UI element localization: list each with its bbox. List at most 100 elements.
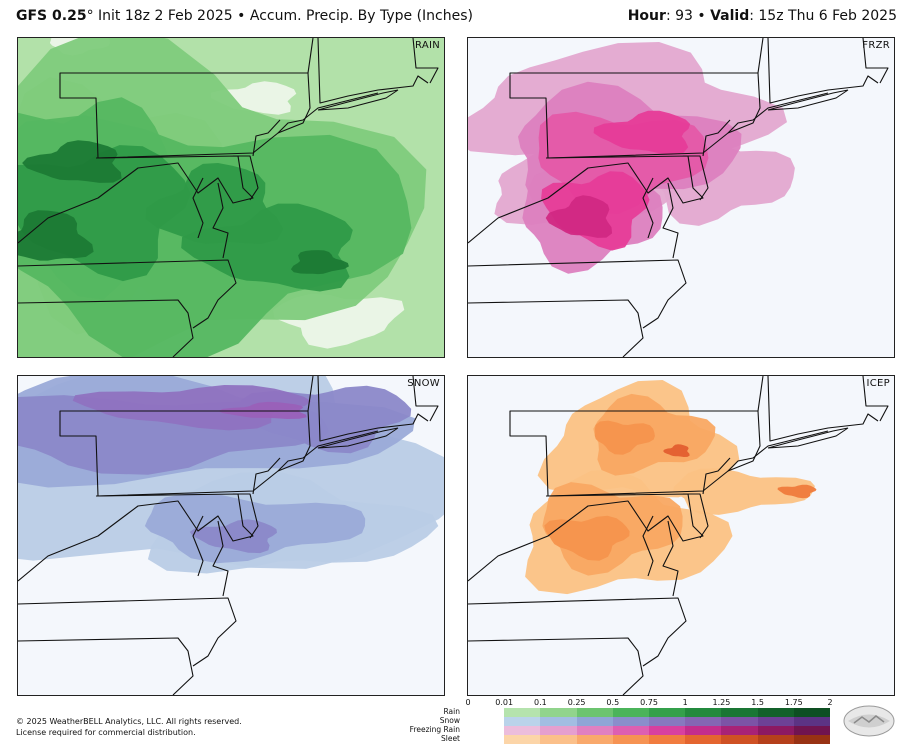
legend-swatch: [649, 717, 686, 726]
state-border: [192, 177, 204, 239]
state-border: [662, 182, 679, 259]
precip-contour: [545, 195, 613, 238]
legend-swatch: [540, 708, 577, 717]
legend-tick: 0.5: [606, 698, 620, 707]
legend-swatch: [504, 735, 541, 744]
state-border: [18, 493, 254, 582]
snow-panel: SNOW: [17, 375, 445, 696]
precip-contour: [544, 515, 630, 561]
precip-contour: [145, 163, 284, 244]
state-border: [252, 119, 281, 157]
legend-swatch: [540, 735, 577, 744]
state-border: [702, 457, 731, 495]
legend-color-row: [504, 726, 831, 735]
legend-swatch: [721, 735, 758, 744]
state-border: [702, 119, 731, 157]
precip-contour: [189, 519, 277, 554]
precip-contour: [18, 210, 94, 261]
precip-contour: [594, 420, 655, 455]
state-border: [757, 38, 764, 74]
legend-swatch: [685, 735, 722, 744]
copyright-line: © 2025 WeatherBELL Analytics, LLC. All r…: [16, 717, 242, 726]
state-border: [59, 72, 311, 159]
legend-tick: 1.75: [784, 698, 803, 707]
legend-tick: 0.75: [640, 698, 658, 707]
legend-swatch: [721, 717, 758, 726]
state-border: [307, 376, 314, 412]
separator: •: [232, 8, 250, 24]
state-border: [277, 430, 379, 472]
legend-color-row: [504, 717, 831, 726]
state-border: [727, 430, 829, 472]
state-border: [509, 410, 761, 497]
legend-swatch: [576, 726, 613, 735]
valid-label: Valid: [710, 8, 750, 24]
state-border: [233, 155, 259, 201]
legend-swatch: [576, 708, 613, 717]
panel-label: SNOW: [407, 378, 440, 389]
legend-swatch: [540, 717, 577, 726]
legend-swatch: [685, 717, 722, 726]
state-border: [468, 299, 644, 357]
degree-symbol: °: [86, 8, 94, 24]
legend-swatch: [504, 717, 541, 726]
state-border: [468, 597, 687, 667]
state-border: [767, 38, 879, 104]
model-name: GFS 0.25: [16, 8, 87, 24]
state-border: [18, 597, 237, 667]
icep-panel: ICEP: [467, 375, 895, 696]
frzr-map: [468, 38, 889, 357]
panel-label: ICEP: [866, 378, 890, 389]
precip-contour: [290, 250, 349, 275]
legend-tick: 0.01: [495, 698, 514, 707]
state-border: [412, 376, 439, 422]
state-border: [862, 376, 889, 422]
legend-tick: 0: [465, 698, 471, 707]
state-border: [277, 92, 379, 134]
precip-contour: [663, 444, 690, 457]
legend-swatch: [757, 726, 794, 735]
frzr-panel: FRZR: [467, 37, 895, 358]
coastline: [767, 89, 849, 111]
state-border: [767, 376, 879, 442]
rain-map: [18, 38, 444, 357]
state-border: [233, 493, 259, 539]
valid-info: Hour: 93 • Valid: 15z Thu 6 Feb 2025: [628, 8, 897, 24]
precip-contour: [72, 385, 312, 431]
state-border: [662, 520, 679, 597]
precip-contour: [218, 401, 307, 419]
state-border: [683, 493, 709, 539]
separator: •: [692, 8, 711, 24]
legend-color-row: [504, 708, 831, 717]
legend-swatch: [576, 717, 613, 726]
legend-tick: 1.5: [751, 698, 764, 707]
legend-swatch: [793, 726, 831, 735]
snow-map: [18, 376, 444, 695]
legend-swatch: [612, 735, 649, 744]
state-border: [757, 376, 764, 412]
state-border: [18, 637, 194, 695]
legend-swatch: [504, 726, 541, 735]
legend-swatch: [721, 708, 758, 717]
hour-value: : 93: [665, 8, 693, 24]
map-title: GFS 0.25° Init 18z 2 Feb 2025 • Accum. P…: [16, 8, 473, 24]
state-border: [252, 457, 281, 495]
legend-swatch: [612, 726, 649, 735]
legend-swatch: [576, 735, 613, 744]
legend-swatch: [685, 708, 722, 717]
state-border: [192, 515, 204, 577]
state-border: [18, 155, 254, 244]
panel-label: FRZR: [862, 40, 890, 51]
legend-swatch: [757, 735, 794, 744]
legend-row-label: Snow: [439, 716, 460, 725]
panel-label: RAIN: [414, 40, 440, 51]
state-border: [727, 92, 829, 134]
coastline: [317, 89, 399, 111]
legend-tick: 1.25: [712, 698, 731, 707]
legend-swatch: [540, 726, 577, 735]
state-border: [317, 38, 429, 104]
state-border: [18, 299, 194, 357]
state-border: [683, 155, 709, 201]
init-time: Init 18z 2 Feb 2025: [93, 8, 233, 24]
precip-contour: [673, 468, 815, 515]
